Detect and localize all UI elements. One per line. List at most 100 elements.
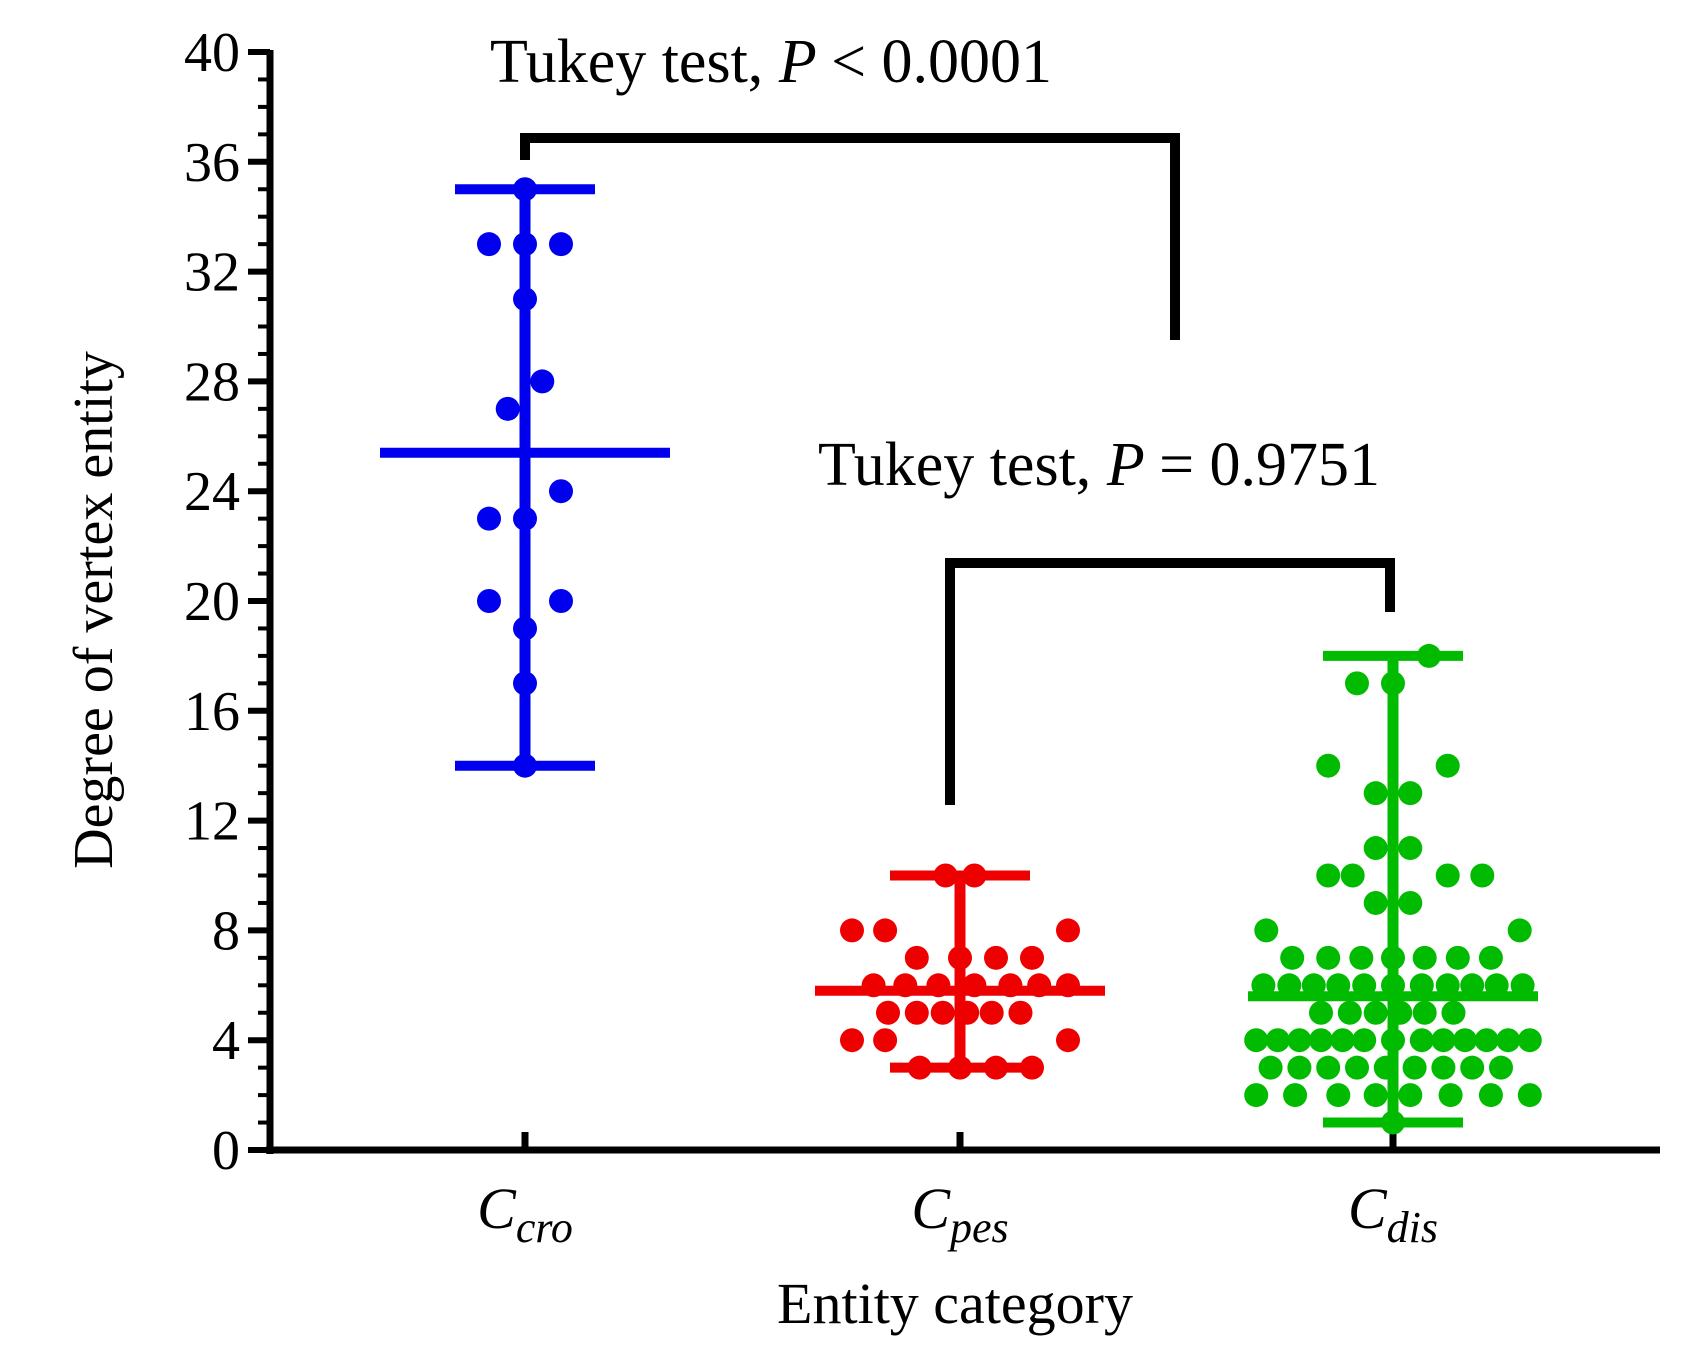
data-point — [1283, 1083, 1308, 1108]
x-tick-label: Ccro — [477, 1176, 573, 1252]
data-point — [513, 616, 537, 641]
data-point — [1478, 945, 1503, 970]
data-point — [513, 506, 537, 531]
data-point — [1474, 1028, 1499, 1053]
data-point — [930, 1000, 955, 1025]
data-point — [1445, 945, 1470, 970]
data-point — [948, 1055, 972, 1080]
y-tick-label: 36 — [184, 132, 240, 194]
data-point — [1412, 1000, 1437, 1025]
data-point — [962, 973, 987, 998]
x-axis: Ccro Cpes Cdis — [266, 1132, 1660, 1252]
data-point — [513, 287, 537, 312]
data-point — [1388, 1000, 1413, 1025]
series-group — [380, 177, 670, 778]
data-point — [1340, 863, 1365, 888]
data-point — [1345, 671, 1369, 696]
data-point — [948, 945, 972, 970]
data-point — [933, 863, 958, 888]
data-point — [873, 918, 898, 943]
data-point — [962, 863, 987, 888]
data-point — [1373, 1055, 1398, 1080]
x-tick-label: Cdis — [1348, 1176, 1438, 1252]
data-point — [904, 1000, 929, 1025]
data-point — [1417, 643, 1441, 668]
data-point — [1402, 1055, 1427, 1080]
data-point — [1265, 1028, 1290, 1053]
data-point — [1510, 973, 1535, 998]
data-point — [513, 177, 537, 202]
data-point — [1020, 945, 1044, 970]
data-point — [1478, 1083, 1503, 1108]
data-point — [1326, 1083, 1351, 1108]
data-point — [1027, 973, 1052, 998]
significance-label: Tukey test, P = 0.9751 — [818, 431, 1380, 499]
data-point — [513, 671, 537, 696]
data-point — [477, 589, 501, 613]
series-group — [815, 863, 1105, 1080]
data-point — [495, 396, 520, 421]
data-point — [1460, 1055, 1485, 1080]
data-point — [1489, 1055, 1513, 1080]
y-tick-label: 4 — [212, 1010, 240, 1072]
y-tick-label: 16 — [184, 681, 240, 743]
data-point — [1517, 1028, 1542, 1053]
data-point — [1381, 1110, 1405, 1135]
y-tick-label: 40 — [184, 22, 240, 84]
data-point — [1441, 1000, 1466, 1025]
data-point — [1438, 1083, 1463, 1108]
data-point — [549, 589, 573, 613]
data-point — [1381, 945, 1405, 970]
data-point — [926, 973, 951, 998]
data-point — [1363, 1083, 1388, 1108]
data-point — [477, 506, 501, 531]
data-point — [513, 753, 537, 778]
data-point — [1316, 1055, 1341, 1080]
data-point — [1409, 1028, 1434, 1053]
data-point — [873, 1028, 898, 1053]
data-point — [840, 918, 864, 943]
data-point — [477, 232, 501, 257]
data-point — [955, 1000, 980, 1025]
y-tick-label: 12 — [184, 791, 240, 853]
data-point — [513, 232, 537, 257]
series-group — [1244, 643, 1542, 1135]
data-point — [1280, 945, 1305, 970]
y-tick-label: 20 — [184, 571, 240, 633]
data-point — [1412, 945, 1437, 970]
data-point — [549, 232, 573, 257]
data-point — [998, 973, 1023, 998]
x-tick-label: Cpes — [911, 1176, 1008, 1252]
data-point — [907, 1055, 932, 1080]
data-point — [1258, 1055, 1283, 1080]
data-point — [1398, 836, 1423, 861]
y-tick-label: 8 — [212, 900, 240, 962]
data-point — [1287, 1028, 1312, 1053]
y-tick-label: 32 — [184, 242, 240, 304]
significance-bracket — [520, 133, 1180, 340]
data-point — [1244, 1083, 1269, 1108]
data-point — [1470, 863, 1495, 888]
data-point — [1309, 1028, 1333, 1053]
data-point — [1484, 973, 1509, 998]
data-point — [1431, 1028, 1456, 1053]
data-point — [1056, 918, 1080, 943]
data-point — [1244, 1028, 1269, 1053]
series-layer — [380, 177, 1542, 1135]
data-point — [1251, 973, 1276, 998]
data-point — [1008, 1000, 1033, 1025]
data-point — [1363, 890, 1388, 915]
data-point — [1435, 973, 1460, 998]
data-point — [1287, 1055, 1312, 1080]
data-point — [1398, 890, 1423, 915]
data-point — [1381, 671, 1405, 696]
data-point — [1398, 781, 1423, 806]
y-axis: 0 4 8 12 16 20 24 28 32 36 40 — [184, 22, 274, 1182]
data-point — [904, 945, 929, 970]
data-point — [1316, 753, 1341, 778]
significance-bracket — [945, 558, 1395, 805]
data-point — [1316, 945, 1341, 970]
y-tick-label: 28 — [184, 351, 240, 413]
data-point — [1507, 918, 1532, 943]
